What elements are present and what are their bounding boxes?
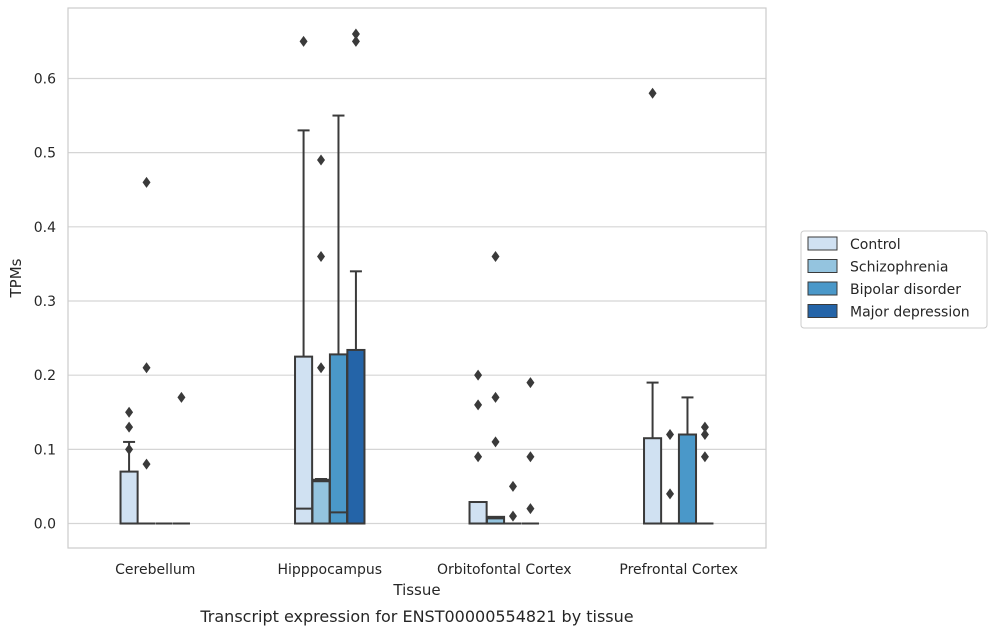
outlier-point — [125, 443, 134, 455]
x-tick-label: Cerebellum — [115, 562, 195, 578]
legend-label: Schizophrenia — [850, 260, 948, 276]
box-control — [119, 406, 139, 525]
outlier-point — [508, 480, 517, 492]
legend-label: Major depression — [850, 305, 970, 321]
outlier-point — [351, 28, 360, 40]
box-body — [643, 437, 663, 525]
outlier-point — [299, 35, 308, 47]
box-major-depression — [696, 421, 714, 525]
outlier-point — [317, 250, 326, 262]
legend-swatch — [807, 304, 838, 318]
outlier-point — [125, 421, 134, 433]
outlier-point — [474, 399, 483, 411]
y-tick-label: 0.5 — [34, 146, 56, 162]
legend: Control Schizophrenia Bipolar disorder Majo… — [800, 230, 988, 329]
outlier-point — [666, 488, 675, 500]
x-axis-title: Tissue — [392, 581, 440, 599]
outlier-point — [700, 451, 709, 463]
box-schizophrenia — [137, 176, 156, 525]
box-body — [119, 470, 139, 525]
y-tick-label: 0.4 — [34, 220, 56, 236]
box-body — [311, 478, 331, 525]
legend-swatch — [807, 236, 838, 251]
outlier-point — [526, 377, 535, 389]
outlier-point — [648, 87, 657, 99]
box-bipolar-disorder — [328, 114, 349, 525]
outlier-point — [142, 458, 151, 470]
box-major-depression — [172, 391, 190, 525]
x-tick-label: Hipppocampus — [277, 562, 382, 578]
box-body — [468, 501, 488, 525]
x-tick-labels: Cerebellum Hipppocampus Orbitofontal Corte… — [115, 562, 738, 578]
box-body — [485, 515, 506, 525]
chart-caption: Transcript expression for ENST0000055482… — [199, 607, 633, 626]
y-axis-title: TPMs — [7, 258, 25, 298]
outlier-point — [177, 391, 186, 403]
outlier-point — [700, 421, 709, 433]
x-tick-label: Prefrontal Cortex — [619, 562, 738, 578]
y-tick-label: 0.3 — [34, 294, 56, 310]
box-bipolar-disorder — [677, 396, 698, 525]
outlier-point — [666, 429, 675, 441]
outlier-point — [526, 451, 535, 463]
y-tick-labels: 0.0 0.1 0.2 0.3 0.4 0.5 0.6 — [34, 71, 56, 532]
box-body — [328, 353, 349, 525]
outlier-point — [526, 503, 535, 515]
legend-swatch — [807, 281, 838, 296]
box-bipolar-disorder — [504, 480, 522, 525]
legend-label: Control — [850, 237, 901, 253]
legend-swatch — [807, 259, 838, 273]
x-tick-label: Orbitofontal Cortex — [437, 562, 572, 578]
y-tick-label: 0.6 — [34, 71, 56, 87]
outlier-point — [317, 154, 326, 166]
box-schizophrenia — [485, 250, 506, 525]
outlier-point — [508, 510, 517, 522]
outlier-point — [700, 429, 709, 441]
outlier-point — [142, 362, 151, 374]
box-layer — [119, 28, 714, 525]
y-tick-label: 0.0 — [34, 517, 56, 533]
outlier-point — [125, 406, 134, 418]
box-schizophrenia — [661, 429, 679, 525]
y-tick-label: 0.1 — [34, 442, 56, 458]
box-control — [294, 35, 314, 525]
legend-label: Bipolar disorder — [850, 282, 961, 298]
outlier-point — [474, 369, 483, 381]
y-tick-label: 0.2 — [34, 368, 56, 384]
box-body — [294, 355, 314, 525]
box-body — [346, 348, 366, 525]
box-major-depression — [521, 377, 539, 525]
box-control — [643, 87, 663, 525]
outlier-point — [491, 436, 500, 448]
outlier-point — [491, 391, 500, 403]
legend-frame — [800, 230, 988, 329]
outlier-point — [351, 35, 360, 47]
plot-frame — [67, 7, 767, 549]
outlier-point — [317, 362, 326, 374]
outlier-point — [491, 250, 500, 262]
box-major-depression — [346, 28, 366, 525]
box-control — [468, 369, 488, 525]
outlier-point — [142, 176, 151, 188]
outlier-point — [474, 451, 483, 463]
box-body — [677, 433, 698, 525]
